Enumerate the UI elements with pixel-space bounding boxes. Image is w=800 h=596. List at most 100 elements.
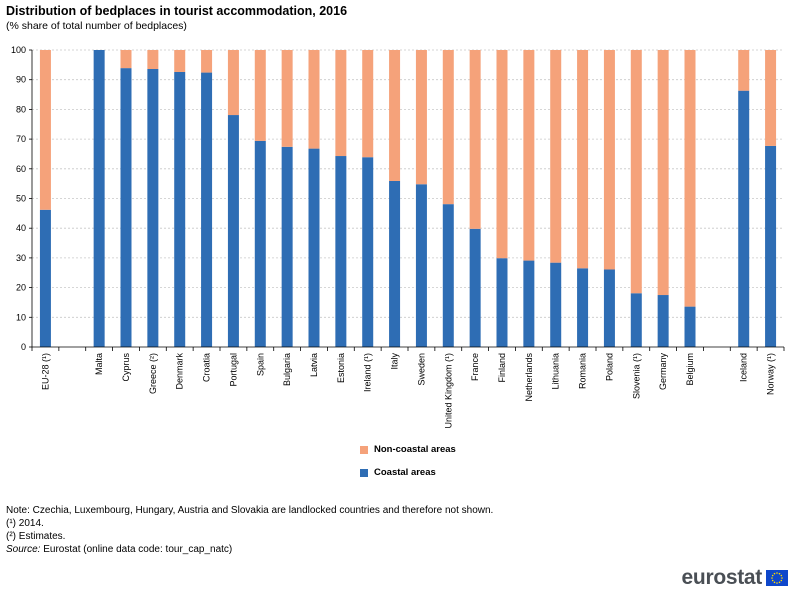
chart-subtitle: (% share of total number of bedplaces) bbox=[6, 20, 187, 32]
bar-non-coastal bbox=[227, 50, 239, 116]
legend-label-coastal: Coastal areas bbox=[374, 467, 436, 478]
note-landlocked: Note: Czechia, Luxembourg, Hungary, Aust… bbox=[6, 505, 494, 516]
x-category-label: Malta bbox=[94, 353, 104, 375]
bar-non-coastal bbox=[765, 50, 777, 146]
x-category-label: Iceland bbox=[739, 353, 749, 382]
eurostat-logo: eurostat bbox=[682, 566, 788, 590]
flag-star bbox=[776, 572, 778, 574]
bar-coastal bbox=[147, 69, 159, 348]
flag-star bbox=[778, 572, 781, 575]
flag-star bbox=[773, 572, 776, 575]
bar-non-coastal bbox=[523, 50, 535, 261]
bar-non-coastal bbox=[577, 50, 589, 269]
bar-coastal bbox=[39, 209, 51, 347]
bar-coastal bbox=[362, 157, 374, 347]
bar-coastal bbox=[496, 258, 508, 347]
bar-non-coastal bbox=[684, 50, 696, 307]
x-category-label: Portugal bbox=[228, 353, 238, 387]
source-label: Source: bbox=[6, 544, 41, 555]
x-category-label: Poland bbox=[604, 353, 614, 381]
bar-non-coastal bbox=[174, 50, 186, 72]
bar-coastal bbox=[603, 269, 615, 347]
gridlines bbox=[32, 49, 784, 318]
x-category-label: Ireland (¹) bbox=[363, 353, 373, 392]
bar-coastal bbox=[442, 204, 454, 347]
bar-coastal bbox=[577, 268, 589, 347]
legend: Non-coastal areas Coastal areas bbox=[360, 443, 456, 489]
bar-non-coastal bbox=[362, 50, 374, 158]
footnotes: Note: Czechia, Luxembourg, Hungary, Aust… bbox=[6, 504, 493, 556]
y-tick-label: 70 bbox=[16, 134, 26, 144]
x-category-label: United Kingdom (¹) bbox=[443, 353, 453, 429]
bar-coastal bbox=[93, 50, 105, 347]
bar-non-coastal bbox=[415, 50, 427, 185]
x-category-label: Italy bbox=[390, 353, 400, 370]
bars bbox=[39, 50, 777, 348]
y-tick-label: 40 bbox=[16, 223, 26, 233]
bar-coastal bbox=[550, 262, 562, 347]
flag-star bbox=[776, 582, 778, 584]
bar-coastal bbox=[120, 68, 132, 347]
x-category-label: Estonia bbox=[336, 353, 346, 383]
bar-coastal bbox=[281, 146, 293, 347]
bar-non-coastal bbox=[389, 50, 401, 181]
flag-star bbox=[780, 574, 783, 577]
bar-non-coastal bbox=[442, 50, 454, 205]
axes bbox=[29, 49, 785, 351]
bar-non-coastal bbox=[201, 50, 213, 73]
bar-coastal bbox=[523, 260, 535, 347]
source-line: Source: Eurostat (online data code: tour… bbox=[6, 543, 493, 556]
bar-coastal bbox=[335, 156, 347, 347]
y-tick-label: 100 bbox=[11, 45, 26, 55]
footnote-estimates: (²) Estimates. bbox=[6, 531, 66, 542]
eu-flag-icon bbox=[766, 570, 788, 586]
legend-label-non-coastal: Non-coastal areas bbox=[374, 444, 456, 455]
axis-labels: 0 10 20 30 40 50 60 70 80 90 100 EU-28 (¹) Malta Cypr… bbox=[11, 45, 776, 429]
bar-non-coastal bbox=[657, 50, 669, 296]
x-category-label: Cyprus bbox=[121, 353, 131, 382]
bar-coastal bbox=[201, 72, 213, 348]
x-category-label: Croatia bbox=[202, 353, 212, 382]
x-category-label: Romania bbox=[578, 353, 588, 389]
source-text: Eurostat (online data code: tour_cap_nat… bbox=[40, 544, 233, 555]
x-category-label: Finland bbox=[497, 353, 507, 383]
bar-non-coastal bbox=[308, 50, 320, 149]
chart-title: Distribution of bedplaces in tourist acc… bbox=[6, 4, 348, 18]
x-category-label: Spain bbox=[255, 353, 265, 376]
y-tick-label: 0 bbox=[21, 342, 26, 352]
stacked-bar-chart: 0 10 20 30 40 50 60 70 80 90 100 EU-28 (¹) Malta Cypr… bbox=[11, 45, 785, 429]
legend-item-non-coastal: Non-coastal areas bbox=[360, 443, 456, 456]
x-category-label: Netherlands bbox=[524, 353, 534, 402]
bar-coastal bbox=[174, 71, 186, 347]
bar-non-coastal bbox=[550, 50, 562, 263]
x-category-label: Latvia bbox=[309, 353, 319, 377]
flag-star bbox=[771, 577, 773, 579]
legend-item-coastal: Coastal areas bbox=[360, 466, 456, 479]
y-tick-label: 80 bbox=[16, 104, 26, 114]
bar-coastal bbox=[630, 293, 642, 347]
bar-coastal bbox=[765, 145, 777, 347]
bar-non-coastal bbox=[254, 50, 266, 141]
x-category-label: Bulgaria bbox=[282, 353, 292, 386]
y-tick-label: 20 bbox=[16, 283, 26, 293]
y-tick-label: 60 bbox=[16, 164, 26, 174]
bar-coastal bbox=[254, 140, 266, 347]
bar-non-coastal bbox=[335, 50, 347, 157]
bar-coastal bbox=[308, 148, 320, 347]
bar-coastal bbox=[684, 306, 696, 347]
bar-coastal bbox=[738, 90, 750, 348]
legend-swatch-non-coastal bbox=[360, 445, 368, 454]
bar-non-coastal bbox=[120, 50, 132, 69]
x-category-label: Germany bbox=[658, 353, 668, 391]
eurostat-wordmark: eurostat bbox=[681, 566, 763, 589]
y-tick-label: 50 bbox=[16, 194, 26, 204]
x-category-label: EU-28 (¹) bbox=[40, 353, 50, 390]
x-category-label: France bbox=[470, 353, 480, 381]
bar-non-coastal bbox=[630, 50, 642, 294]
bar-non-coastal bbox=[496, 50, 508, 259]
x-category-label: Sweden bbox=[416, 353, 426, 386]
x-category-label: Greece (²) bbox=[148, 353, 158, 394]
flag-star bbox=[780, 579, 783, 582]
flag-background bbox=[766, 570, 788, 586]
flag-star bbox=[771, 574, 774, 577]
